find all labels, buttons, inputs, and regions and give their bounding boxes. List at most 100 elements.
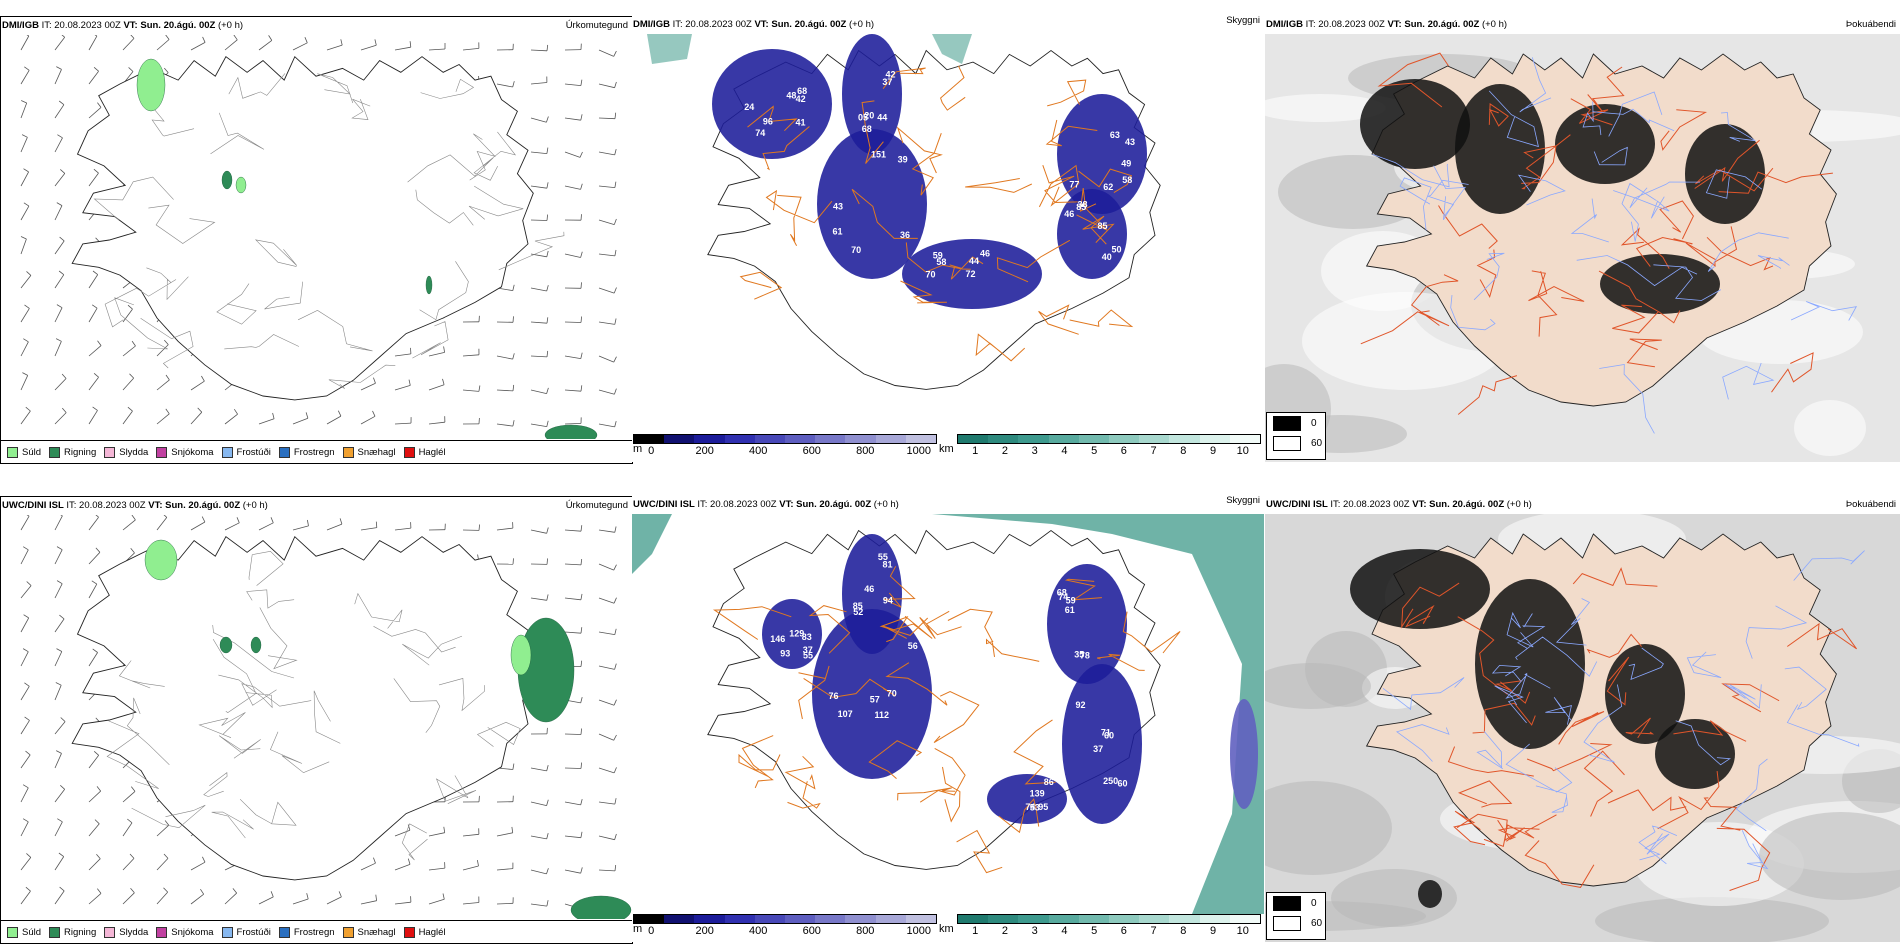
legend-item: Slydda — [104, 446, 148, 458]
visibility-value-label: 60 — [1104, 730, 1114, 740]
visibility-m-colorbar: 0 200 400 600 800 1000 — [633, 434, 937, 458]
river-network — [1382, 550, 1865, 870]
panel-title: Skyggni — [1226, 16, 1260, 26]
visibility-value-label: 49 — [1121, 159, 1131, 169]
road-network — [1401, 567, 1858, 891]
visibility-value-label: 48 — [786, 90, 796, 100]
colorbar-cell — [694, 435, 725, 443]
unit-m: m — [633, 443, 643, 455]
colorbar-tick-label: 6 — [1120, 445, 1127, 457]
visibility-panel-dmi: DMI/IGB IT: 20.08.2023 00Z VT: Sun. 20.á… — [632, 16, 1264, 462]
colorbar-cell — [724, 435, 755, 443]
legend-swatch — [221, 446, 233, 458]
visibility-value-label: 95 — [1038, 802, 1048, 812]
visibility-value-label: 146 — [770, 634, 785, 644]
visibility-value-label: 63 — [1110, 130, 1120, 140]
visibility-map: 94 70 37 68 60 86 46 56 93 35 37 74 52 57 55 61 60 53 55 76… — [632, 514, 1264, 914]
colorbar-cell — [1109, 915, 1140, 923]
colorbar-cell — [958, 915, 989, 923]
visibility-value-label: 42 — [885, 70, 895, 80]
visibility-value-label: 42 — [796, 94, 806, 104]
visibility-value-label: 46 — [864, 584, 874, 594]
colorbar-tick-label: 4 — [1061, 445, 1068, 457]
visibility-value-label: 60 — [1117, 779, 1127, 789]
colorbar-cell — [958, 435, 989, 443]
visibility-value-label: 68 — [797, 86, 807, 96]
visibility-value-label: 37 — [803, 645, 813, 655]
visibility-km-colorbar: 1 2 3 4 5 6 7 8 9 10 — [957, 434, 1261, 458]
legend-item: Slydda — [104, 926, 148, 938]
visibility-value-label: 55 — [803, 650, 813, 660]
visibility-value-label: 59 — [933, 250, 943, 260]
fog-map — [1265, 514, 1900, 942]
fog-dark-areas — [1360, 79, 1765, 314]
colorbar-cell — [754, 915, 786, 923]
visibility-value-label: 40 — [1102, 252, 1112, 262]
colorbar-tick-label: 9 — [1209, 925, 1217, 937]
colorbar-cell — [694, 915, 725, 923]
visibility-value-label: 37 — [882, 77, 892, 87]
visibility-value-label: 43 — [833, 202, 843, 212]
colorbar-cell — [875, 435, 906, 443]
colorbar-cell — [1139, 915, 1170, 923]
colorbar-tick-label: 2 — [1001, 445, 1009, 457]
visibility-value-label: 78 — [1080, 650, 1090, 660]
colorbar-tick-label: 1000 — [906, 925, 931, 937]
precip-type-panel-uwc: UWC/DINI ISL IT: 20.08.2023 00Z VT: Sun.… — [0, 496, 633, 944]
legend-swatch — [1273, 895, 1301, 911]
colorbar-tick-label: 200 — [695, 925, 714, 937]
fog-legend: 0 60 — [1266, 412, 1326, 460]
colorbar-tick-label: 800 — [856, 925, 875, 937]
colorbar-cell — [905, 435, 937, 443]
colorbar-cell — [988, 915, 1019, 923]
visibility-value-label: 70 — [925, 269, 935, 279]
visibility-value-label: 68 — [862, 124, 872, 134]
visibility-panel-uwc: UWC/DINI ISL IT: 20.08.2023 00Z VT: Sun.… — [632, 496, 1264, 942]
visibility-value-label: 58 — [936, 257, 946, 267]
legend-item: Súld — [7, 926, 41, 938]
fog-map — [1265, 34, 1900, 462]
visibility-value-label: 86 — [1044, 777, 1054, 787]
river-network — [1372, 57, 1858, 434]
visibility-value-label: 37 — [1093, 744, 1103, 754]
visibility-value-label: 96 — [763, 117, 773, 127]
visibility-value-label: 83 — [802, 632, 812, 642]
legend-item: Súld — [7, 446, 41, 458]
colorbar-cell — [1078, 435, 1110, 443]
legend-item: Rigning — [49, 446, 96, 458]
visibility-value-label: 52 — [853, 607, 863, 617]
visibility-value-label: 151 — [871, 150, 886, 160]
visibility-value-label: 74 — [1058, 592, 1068, 602]
panel-header: DMI/IGB IT: 20.08.2023 00Z VT: Sun. 20.á… — [1266, 17, 1896, 33]
visibility-value-label: 76 — [828, 691, 838, 701]
legend-item: Frostregn — [278, 446, 335, 458]
legend-item: Frostúði — [221, 446, 271, 458]
panel-title: Þokuábendi — [1845, 19, 1896, 30]
legend-swatch — [1273, 915, 1301, 931]
legend-item: Snæhagl — [342, 926, 396, 938]
road-network — [739, 65, 1134, 362]
legend-item: Frostúði — [221, 926, 271, 938]
legend-item: Snjókoma — [156, 926, 214, 938]
colorbar-cell — [1139, 435, 1170, 443]
legend-swatch — [342, 446, 354, 458]
legend-item: Frostregn — [278, 926, 335, 938]
visibility-value-label: 46 — [1064, 209, 1074, 219]
legend-swatch — [403, 926, 415, 938]
colorbar-tick-label: 8 — [1180, 445, 1187, 457]
visibility-value-label: 74 — [755, 128, 765, 138]
colorbar-cell — [1169, 435, 1200, 443]
legend-item: Snjókoma — [156, 446, 214, 458]
road-network — [106, 550, 521, 861]
visibility-value-label: 94 — [883, 596, 893, 606]
colorbar-tick-label: 0 — [648, 445, 655, 457]
legend-swatch — [278, 446, 290, 458]
colorbar-tick-label: 200 — [695, 445, 714, 457]
visibility-value-label: 107 — [838, 709, 853, 719]
colorbar-cell — [1018, 915, 1049, 923]
road-network — [93, 73, 565, 389]
precipitation-areas — [136, 58, 598, 439]
legend-swatch — [104, 446, 116, 458]
colorbar-cell — [1199, 435, 1230, 443]
visibility-value-label: 41 — [795, 117, 805, 127]
